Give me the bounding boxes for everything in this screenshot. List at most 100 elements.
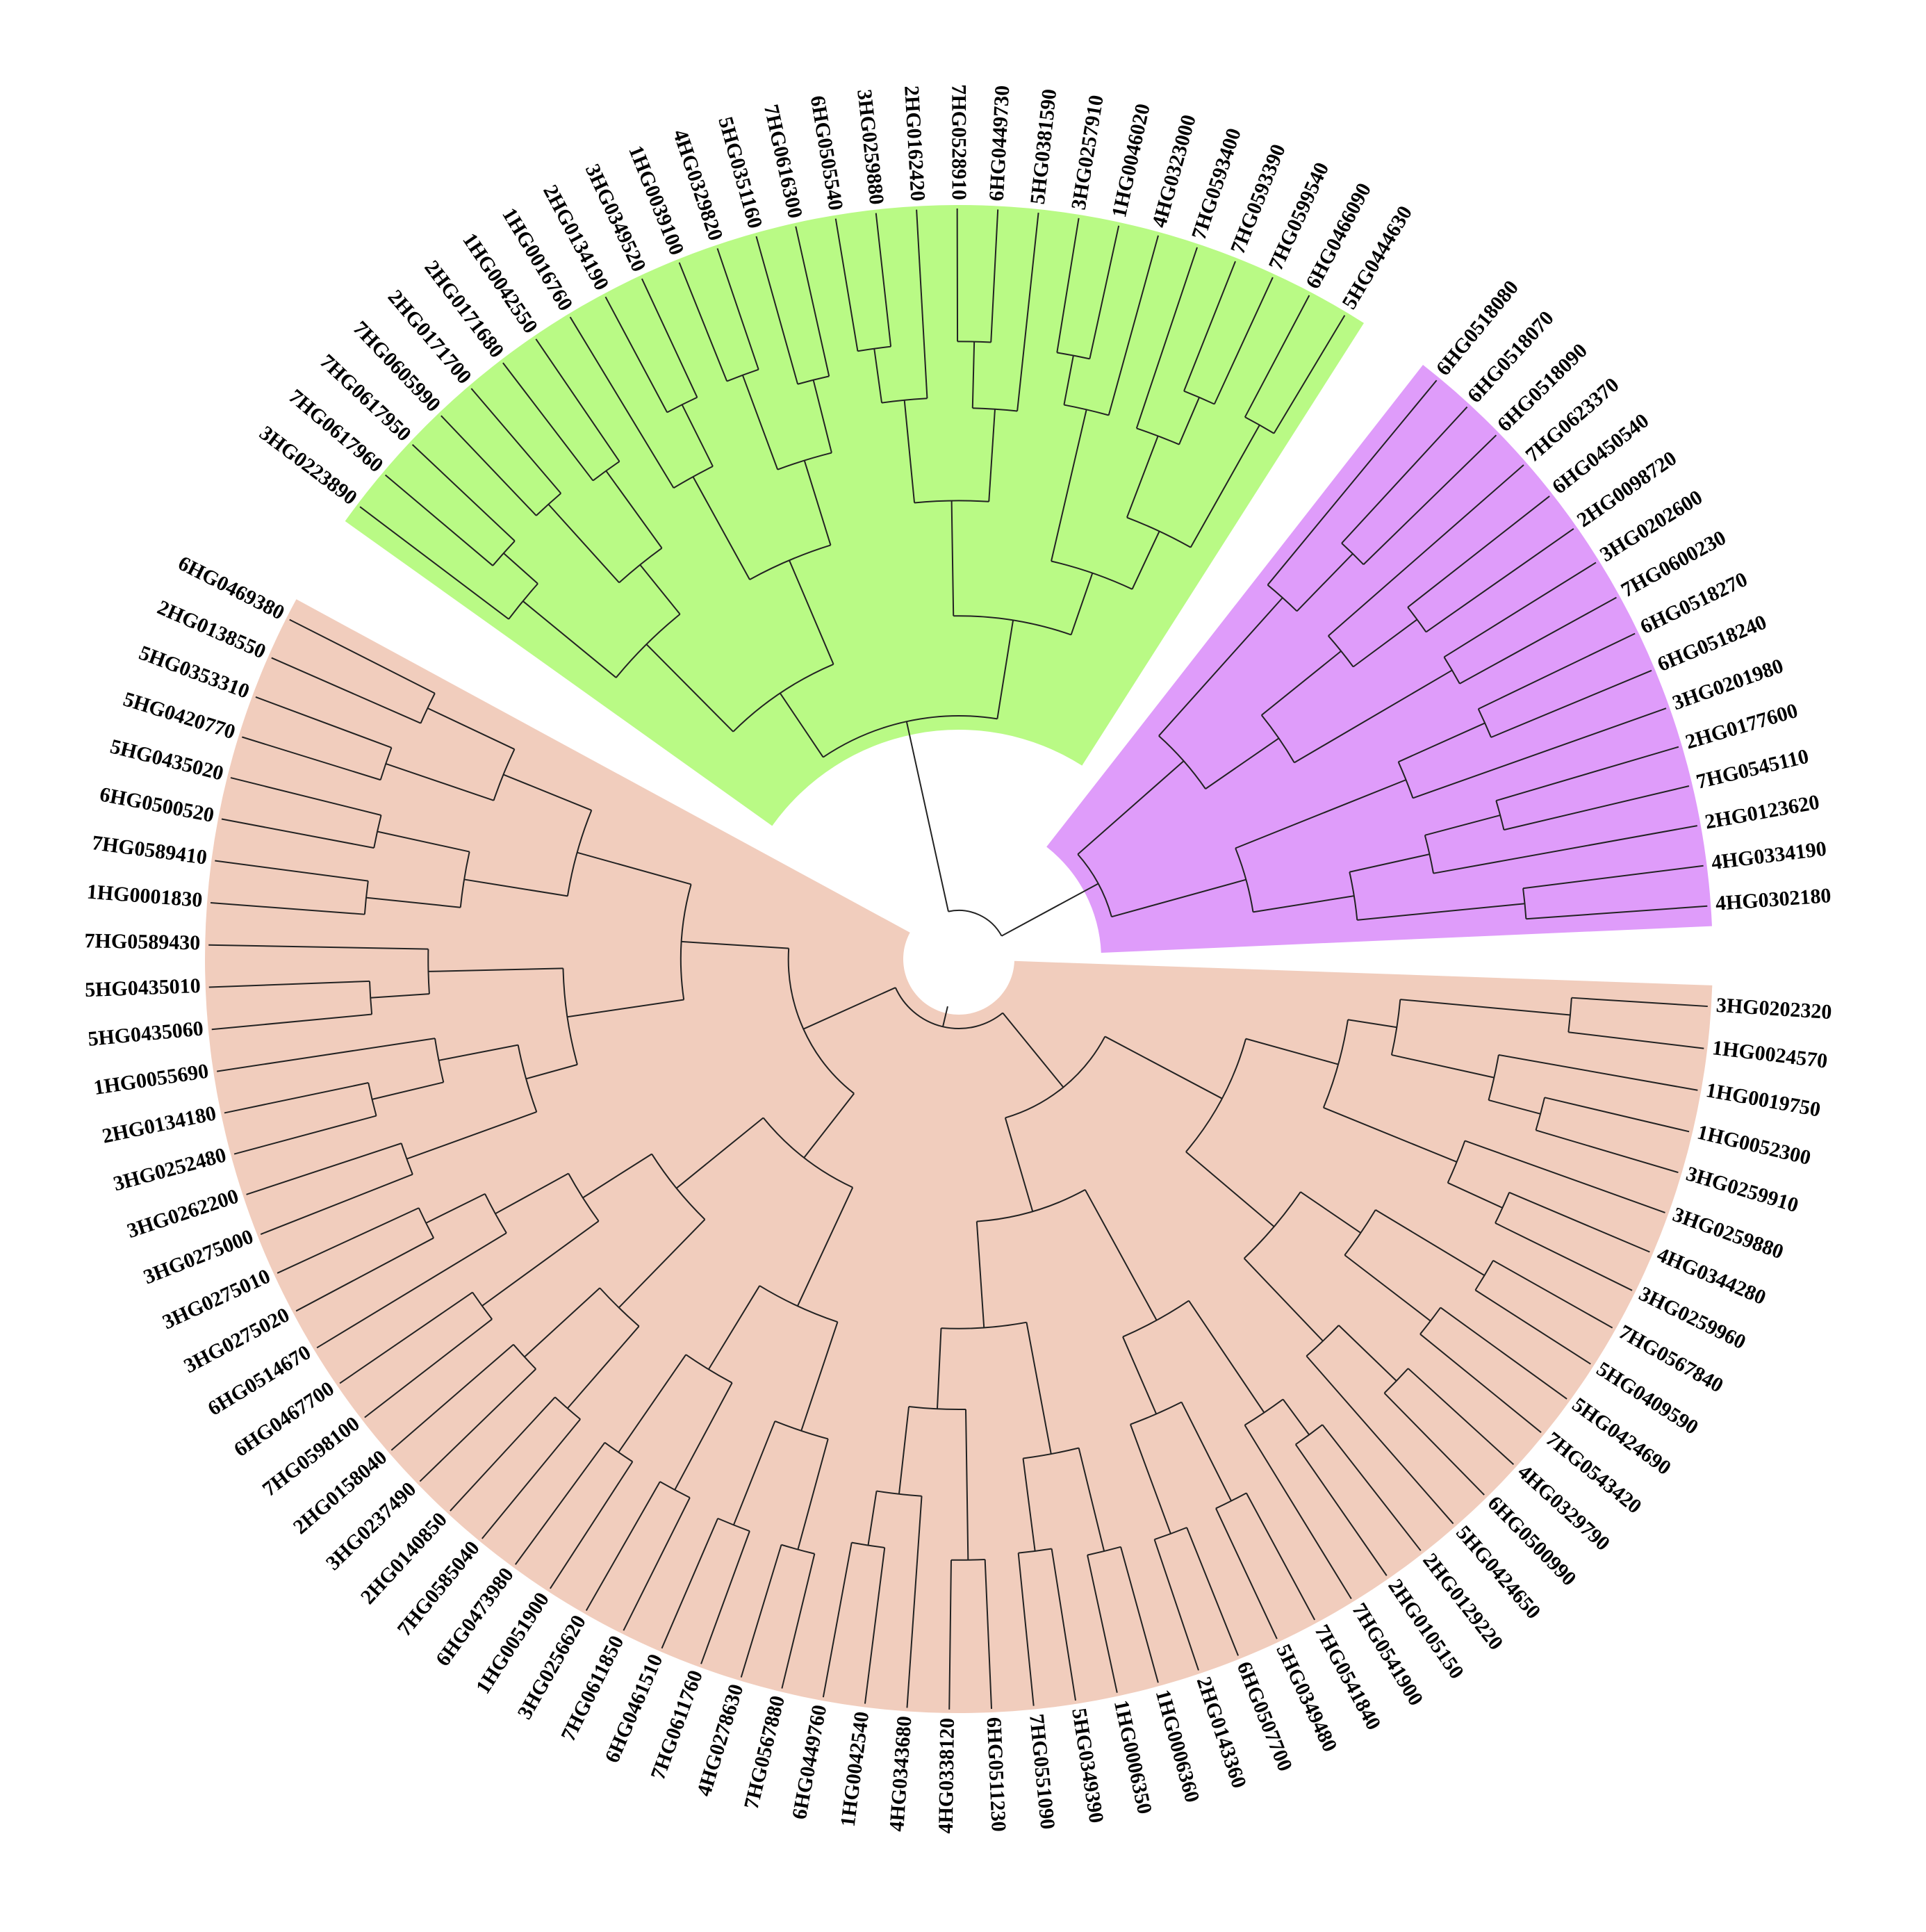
branch-segment [1294,1443,1388,1576]
branch-arc [673,466,714,489]
branch-arc [1522,888,1527,919]
branch-arc [774,1421,829,1440]
branch-segment [255,696,392,748]
branch-segment [948,1559,952,1710]
branch-segment [1158,597,1283,737]
branch-segment [425,1193,486,1224]
branch-arc [1424,835,1435,874]
branch-segment [1440,1307,1567,1400]
branch-segment [385,762,494,801]
branch-segment [364,1318,493,1418]
branch-segment [707,1285,761,1370]
branch-segment [233,1115,377,1155]
branch-segment [1215,1508,1278,1639]
branch-segment [406,1111,537,1160]
branch-segment [525,1063,578,1080]
branch-segment [1111,878,1246,918]
branch-segment [675,1117,764,1189]
branch-arc [685,1354,733,1384]
branch-segment [1398,722,1485,763]
branch-arc [908,1406,966,1410]
branch-segment [1526,905,1708,920]
branch-segment [1063,355,1074,405]
branch-segment [502,362,594,482]
branch-segment [661,1518,719,1649]
branch-segment [741,375,779,470]
branch-segment [1084,1189,1158,1321]
clade-sector-purple [1046,365,1712,953]
branch-segment [1186,1527,1239,1656]
branch-segment [372,1081,444,1100]
branch-segment [1433,825,1697,874]
branch-segment [370,993,429,999]
clade-sector-salmon [205,599,1713,1713]
branch-arc [894,987,1003,1029]
branch-segment [996,620,1014,719]
branch-segment [1002,1012,1064,1088]
branch-segment [1253,895,1355,913]
branch-segment [230,777,381,816]
branch-segment [450,1396,556,1512]
branch-segment [1261,650,1342,716]
branch-segment [645,644,734,732]
branch-segment [1077,760,1185,855]
branch-arc [1390,999,1401,1056]
branch-segment [1131,531,1160,590]
branch-segment [1087,1555,1118,1693]
branch-segment [569,316,675,489]
branch-segment [795,226,830,377]
branch-arc [732,663,834,732]
branch-segment [224,1082,369,1114]
branch-segment [1244,1425,1352,1600]
branch-segment [1536,1129,1679,1174]
branch-arc [592,461,620,482]
branch-arc [1495,1192,1511,1224]
branch-segment [1122,1336,1158,1414]
branch-segment [906,1496,923,1708]
branch-segment [481,1418,581,1539]
branch-segment [692,476,750,580]
branch-segment [524,1287,600,1358]
branch-segment [1465,1140,1665,1213]
branch-segment [495,1172,569,1215]
branch-segment [1571,997,1708,1008]
branch-segment [550,1461,634,1589]
branch-arc [1154,1527,1187,1541]
branch-segment [1070,573,1094,635]
branch-segment [535,338,620,462]
branch-segment [755,236,799,384]
tree-branches [208,208,1708,1710]
branch-segment [802,987,896,1030]
branch-segment [781,1553,816,1689]
branch-segment [1180,1402,1232,1502]
branch-segment [470,388,562,494]
branch-segment [277,1207,420,1274]
branch-segment [208,944,429,950]
branch-segment [864,1547,886,1704]
branch-segment [964,1409,969,1560]
branch-segment [1183,261,1236,392]
branch-segment [1407,1368,1515,1466]
branch-segment [716,248,759,370]
branch-segment [789,559,834,665]
branch-segment [1120,1546,1159,1683]
branch-segment [1383,1392,1485,1496]
branch-segment [1056,218,1080,353]
branch-arc [1023,1447,1079,1459]
branch-segment [438,1044,518,1061]
branch-segment [1522,865,1704,890]
branch-segment [1400,999,1571,1016]
branch-segment [604,296,668,413]
branch-segment [463,878,568,897]
branch-segment [950,500,955,616]
branch-segment [797,1187,854,1307]
branch-segment [681,404,714,467]
branch-segment [1341,406,1468,544]
branch-segment [1413,707,1667,799]
branch-segment [210,902,365,915]
branch-segment [365,897,461,908]
branch-segment [1205,737,1280,789]
branch-segment [1051,409,1087,562]
branch-segment [1425,527,1574,633]
